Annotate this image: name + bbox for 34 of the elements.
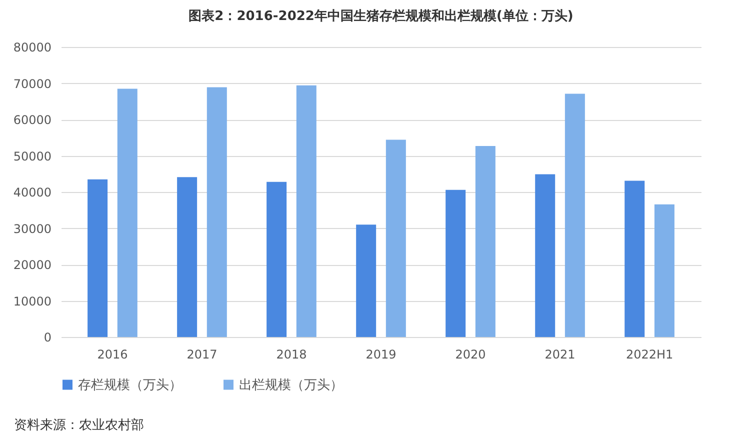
x-tick-label: 2022H1 [626, 348, 674, 362]
legend-label: 存栏规模（万头） [78, 378, 182, 393]
y-tick-label: 40000 [13, 186, 52, 200]
y-tick-label: 0 [44, 330, 52, 344]
x-tick-label: 2020 [455, 348, 486, 362]
y-tick-label: 30000 [13, 222, 52, 236]
bar [624, 180, 645, 337]
bar [356, 224, 376, 337]
bar [266, 182, 287, 337]
bar [206, 87, 227, 337]
x-tick-label: 2016 [97, 348, 128, 362]
bar [654, 204, 674, 337]
y-tick-label: 20000 [13, 258, 52, 272]
chart-title: 图表2：2016-2022年中国生猪存栏规模和出栏规模(单位：万头) [188, 8, 574, 24]
y-tick-label: 50000 [13, 149, 52, 164]
x-tick-label: 2018 [276, 348, 307, 362]
bar [177, 177, 198, 337]
y-tick-label: 60000 [13, 113, 52, 127]
y-tick-label: 10000 [13, 294, 52, 308]
y-tick-label: 80000 [13, 40, 52, 54]
x-tick-label: 2019 [366, 348, 396, 362]
bar [296, 85, 316, 337]
legend-label: 出栏规模（万头） [239, 378, 343, 393]
y-tick-label: 70000 [13, 76, 52, 91]
bar [386, 140, 406, 337]
x-tick-label: 2021 [544, 348, 576, 362]
x-tick-label: 2017 [186, 348, 218, 362]
bar [88, 179, 108, 337]
bar [117, 88, 138, 337]
bar [535, 174, 556, 337]
bar [446, 190, 466, 337]
bar [475, 146, 496, 337]
text: 资料来源：农业农村部 [14, 417, 144, 434]
bar [564, 94, 585, 337]
